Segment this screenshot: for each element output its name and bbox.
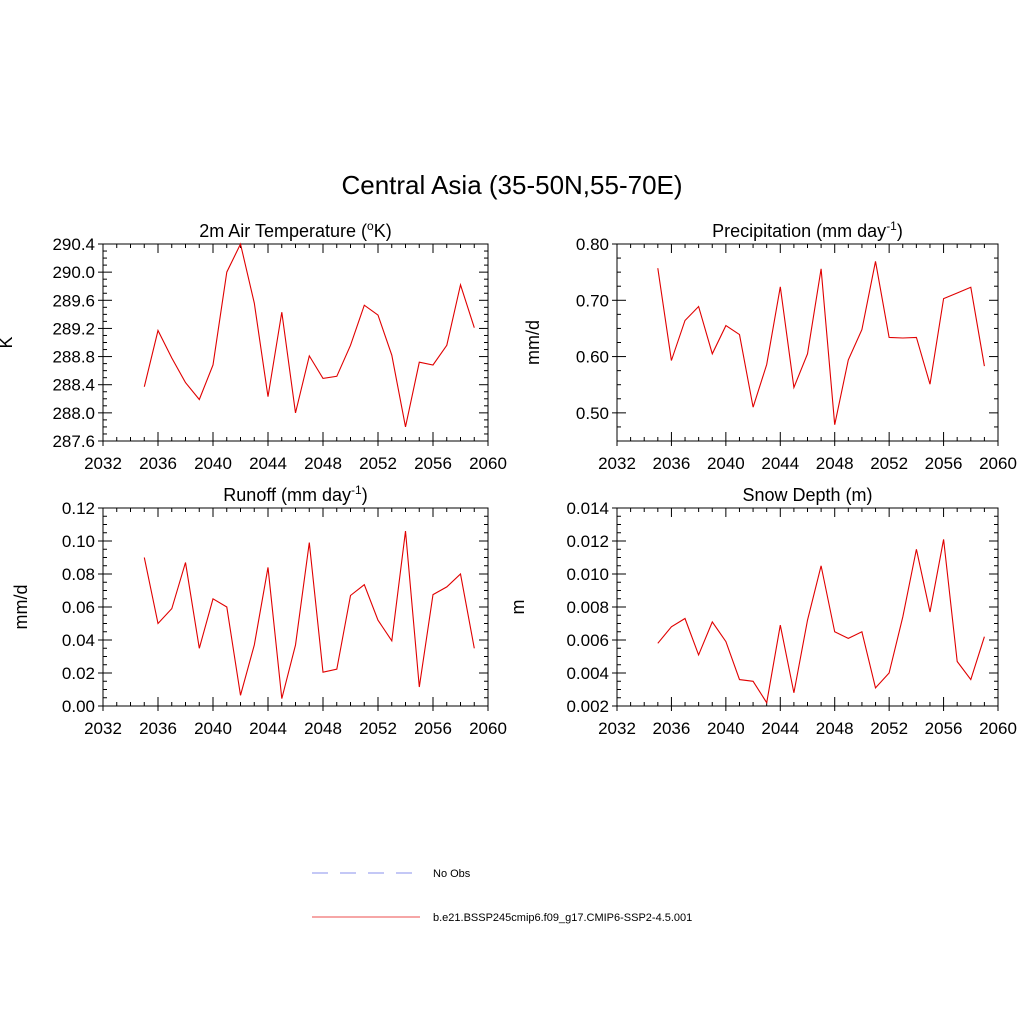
y-tick-label: 0.010 bbox=[566, 565, 609, 584]
panel-title: Snow Depth (m) bbox=[742, 485, 872, 505]
x-tick-label: 2040 bbox=[194, 719, 232, 738]
y-tick-label: 290.0 bbox=[52, 263, 95, 282]
y-axis-label: mm/d bbox=[523, 320, 543, 365]
plot-frame bbox=[102, 507, 489, 707]
y-tick-label: 0.10 bbox=[62, 532, 95, 551]
plot-frame bbox=[616, 507, 999, 707]
x-tick-label: 2036 bbox=[653, 454, 691, 473]
x-tick-label: 2032 bbox=[598, 454, 636, 473]
x-tick-label: 2060 bbox=[469, 454, 507, 473]
x-tick-label: 2044 bbox=[249, 454, 287, 473]
series-line bbox=[143, 531, 475, 699]
chart-panel-3: 2032 2036 2040 2044 2048 2052 2056 2060 0.00 0.02… bbox=[11, 483, 507, 738]
plot-frame bbox=[616, 243, 999, 442]
x-tick-label: 2044 bbox=[761, 719, 799, 738]
y-tick-label: 289.2 bbox=[52, 319, 95, 338]
x-tick-label: 2048 bbox=[304, 719, 342, 738]
y-tick-label: 0.04 bbox=[62, 631, 95, 650]
x-tick-label: 2048 bbox=[816, 454, 854, 473]
x-tick-label: 2040 bbox=[707, 719, 745, 738]
x-tick-label: 2032 bbox=[598, 719, 636, 738]
x-tick-label: 2056 bbox=[414, 719, 452, 738]
y-tick-label: 287.6 bbox=[52, 432, 95, 451]
y-tick-label: 0.06 bbox=[62, 598, 95, 617]
x-tick-label: 2060 bbox=[979, 454, 1017, 473]
y-tick-label: 288.0 bbox=[52, 404, 95, 423]
chart-panel-2: 2032 2036 2040 2044 2048 2052 2056 2060 0.50 0.60… bbox=[523, 219, 1017, 473]
y-tick-label: 0.12 bbox=[62, 499, 95, 518]
y-tick-label: 289.6 bbox=[52, 291, 95, 310]
x-tick-label: 2056 bbox=[925, 719, 963, 738]
y-tick-label: 290.4 bbox=[52, 235, 95, 254]
legend-label: b.e21.BSSP245cmip6.f09_g17.CMIP6-SSP2-4.… bbox=[433, 912, 692, 924]
y-tick-label: 0.70 bbox=[576, 291, 609, 310]
figure-title: Central Asia (35-50N,55-70E) bbox=[341, 170, 683, 200]
y-tick-label: 0.08 bbox=[62, 565, 95, 584]
x-tick-label: 2044 bbox=[249, 719, 287, 738]
y-axis-label: m bbox=[508, 600, 528, 615]
y-tick-label: 0.004 bbox=[566, 664, 609, 683]
chart-panel-4: 2032 2036 2040 2044 2048 2052 2056 2060 0.002 0.0… bbox=[508, 485, 1017, 738]
series-line bbox=[143, 242, 475, 428]
y-tick-label: 288.8 bbox=[52, 348, 95, 367]
series-line bbox=[657, 539, 985, 705]
y-tick-label: 0.002 bbox=[566, 697, 609, 716]
x-tick-label: 2052 bbox=[870, 454, 908, 473]
x-tick-label: 2032 bbox=[84, 454, 122, 473]
y-tick-label: 0.02 bbox=[62, 664, 95, 683]
series-line bbox=[657, 261, 985, 425]
y-tick-label: 0.006 bbox=[566, 631, 609, 650]
x-tick-label: 2044 bbox=[761, 454, 799, 473]
x-tick-label: 2060 bbox=[979, 719, 1017, 738]
x-tick-label: 2056 bbox=[414, 454, 452, 473]
x-tick-label: 2040 bbox=[707, 454, 745, 473]
panel-title: 2m Air Temperature (oK) bbox=[199, 219, 391, 241]
y-tick-label: 0.008 bbox=[566, 598, 609, 617]
x-tick-label: 2032 bbox=[84, 719, 122, 738]
x-tick-label: 2036 bbox=[653, 719, 691, 738]
x-tick-label: 2048 bbox=[816, 719, 854, 738]
x-tick-label: 2052 bbox=[870, 719, 908, 738]
y-tick-label: 0.00 bbox=[62, 697, 95, 716]
y-tick-label: 0.012 bbox=[566, 532, 609, 551]
x-tick-label: 2048 bbox=[304, 454, 342, 473]
y-tick-label: 0.50 bbox=[576, 404, 609, 423]
y-tick-label: 0.014 bbox=[566, 499, 609, 518]
y-axis-label: mm/d bbox=[11, 585, 31, 630]
x-tick-label: 2040 bbox=[194, 454, 232, 473]
x-tick-label: 2060 bbox=[469, 719, 507, 738]
panel-title: Runoff (mm day-1) bbox=[223, 483, 367, 505]
legend-label: No Obs bbox=[433, 868, 471, 880]
chart-panel-1: 2032 2036 2040 2044 2048 2052 2056 2060 287.6 288… bbox=[0, 219, 507, 473]
y-axis-label: K bbox=[0, 336, 16, 348]
x-tick-label: 2036 bbox=[139, 719, 177, 738]
x-tick-label: 2056 bbox=[925, 454, 963, 473]
x-tick-label: 2052 bbox=[359, 454, 397, 473]
y-tick-label: 0.80 bbox=[576, 235, 609, 254]
y-tick-label: 288.4 bbox=[52, 376, 95, 395]
legend: No Obs b.e21.BSSP245cmip6.f09_g17.CMIP6-S… bbox=[312, 868, 692, 924]
x-tick-label: 2036 bbox=[139, 454, 177, 473]
y-tick-label: 0.60 bbox=[576, 348, 609, 367]
x-tick-label: 2052 bbox=[359, 719, 397, 738]
panel-title: Precipitation (mm day-1) bbox=[712, 219, 903, 241]
